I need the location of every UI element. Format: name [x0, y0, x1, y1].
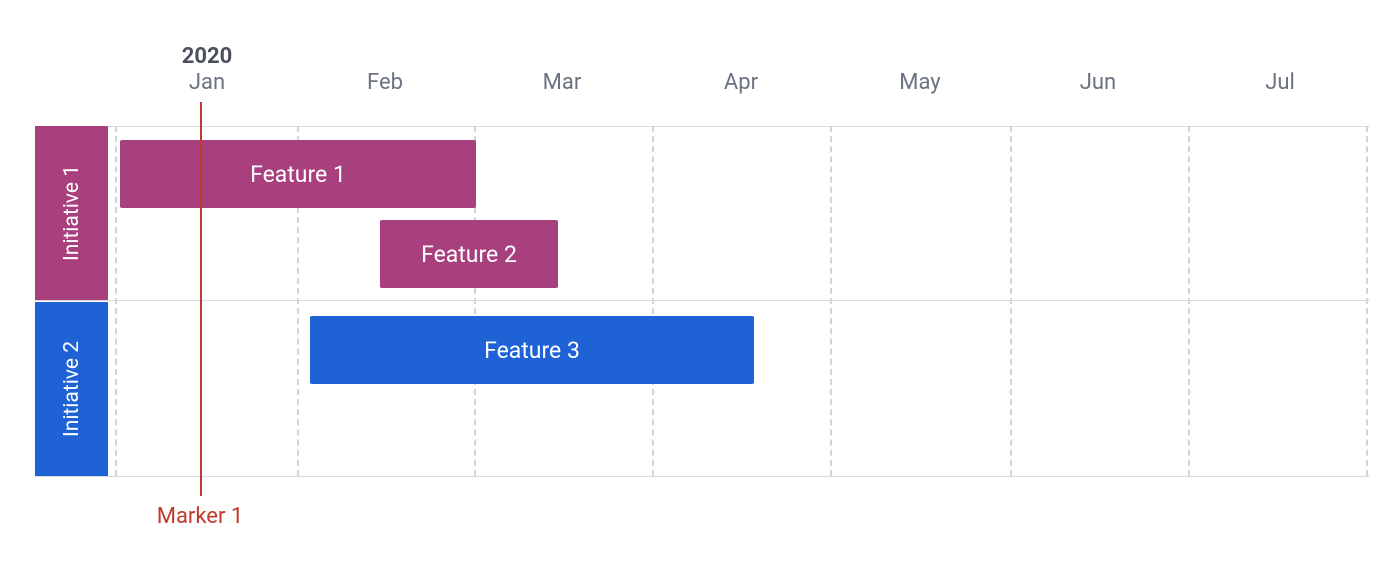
timeline-month-label: Mar [543, 70, 582, 95]
grid-v-line [115, 126, 117, 476]
timeline-month-label: Jan [189, 70, 225, 95]
timeline-month-label: May [899, 70, 940, 95]
timeline-month-label: Feb [367, 70, 403, 95]
gantt-bar-feature-2[interactable]: Feature 2 [380, 220, 558, 288]
grid-h-line [35, 300, 1370, 301]
gantt-bar-feature-1[interactable]: Feature 1 [120, 140, 476, 208]
row-header-initiative-1[interactable]: Initiative 1 [35, 126, 108, 300]
timeline-year-label: 2020 [182, 44, 233, 69]
marker-label: Marker 1 [157, 504, 244, 529]
row-header-label: Initiative 2 [60, 341, 84, 437]
grid-v-line [1366, 126, 1368, 476]
gantt-bar-feature-3[interactable]: Feature 3 [310, 316, 754, 384]
grid-h-line [35, 476, 1370, 477]
row-header-label: Initiative 1 [60, 165, 84, 261]
grid-v-line [1188, 126, 1190, 476]
row-header-initiative-2[interactable]: Initiative 2 [35, 302, 108, 476]
grid-v-line [830, 126, 832, 476]
grid-v-line [652, 126, 654, 476]
marker-line[interactable] [200, 102, 202, 496]
grid-v-line [1010, 126, 1012, 476]
timeline-month-label: Jul [1265, 70, 1295, 95]
gantt-bar-label: Feature 1 [250, 161, 346, 188]
grid-h-line [35, 126, 1370, 127]
timeline-month-label: Apr [724, 70, 758, 95]
gantt-bar-label: Feature 2 [421, 241, 517, 268]
gantt-chart: 2020Jan Feb Mar Apr May Jun Jul Initiative 1 Fea… [0, 0, 1400, 582]
gantt-bar-label: Feature 3 [484, 337, 580, 364]
timeline-month-label: Jun [1080, 70, 1116, 95]
